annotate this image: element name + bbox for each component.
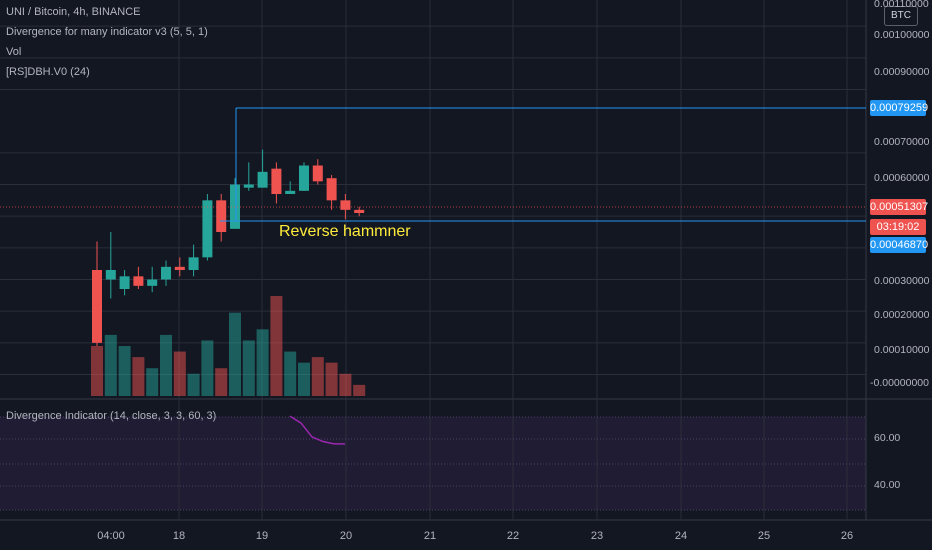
currency-badge[interactable]: BTC — [884, 6, 918, 26]
candle-body — [257, 171, 268, 188]
candle-body — [271, 168, 282, 194]
volume-bar — [173, 351, 186, 396]
candle-body — [174, 266, 185, 270]
time-tick: 04:00 — [97, 530, 125, 542]
sub-axis-tick: 60.00 — [874, 432, 901, 444]
volume-bar — [242, 340, 255, 396]
time-tick: 23 — [590, 530, 604, 542]
volume-bar — [201, 340, 214, 396]
volume-bar — [311, 357, 324, 396]
volume-bar — [187, 373, 200, 396]
volume-bar — [160, 334, 172, 396]
sub-axis-tick: 40.00 — [874, 479, 901, 491]
legend-indicator-divergence: Divergence for many indicator v3 (5, 5, … — [6, 26, 208, 38]
volume-bar — [229, 312, 241, 396]
volume-bar — [298, 362, 310, 396]
price-tick: 0.00030000 — [874, 275, 930, 287]
candle-body — [354, 209, 365, 213]
price-tick: 0.00070000 — [874, 136, 930, 148]
volume-bar — [353, 384, 366, 396]
volume-bar — [104, 334, 117, 396]
price-tick: 0.00110000 — [874, 0, 929, 10]
price-tick: 0.00090000 — [874, 66, 930, 78]
candle-body — [188, 257, 199, 270]
high-level-tag: 0.00079259 — [870, 100, 929, 116]
time-tick: 25 — [757, 530, 771, 542]
candle-body — [243, 184, 254, 188]
candle-body — [133, 276, 144, 286]
candle-body — [299, 165, 309, 191]
candle-body — [216, 200, 227, 232]
volume-bar — [215, 368, 228, 396]
price-tick: -0.00000000 — [870, 377, 929, 389]
sub-pane-title: Divergence Indicator (14, close, 3, 3, 6… — [6, 410, 217, 422]
volume-bar — [270, 296, 283, 396]
legend-indicator-dbh: [RS]DBH.V0 (24) — [6, 66, 90, 78]
time-tick: 20 — [339, 530, 353, 542]
candle-body — [340, 200, 351, 210]
candle-body — [92, 270, 102, 343]
candle-body — [119, 276, 130, 289]
candle-body — [105, 270, 116, 280]
volume-bar — [132, 357, 145, 396]
volume-bar — [284, 351, 297, 396]
price-tick: 0.00020000 — [874, 309, 930, 321]
legend-indicator-volume: Vol — [6, 46, 22, 58]
candle-body — [285, 190, 296, 194]
price-tick: 0.00100000 — [874, 29, 930, 41]
price-tick: 0.00010000 — [874, 344, 930, 356]
candle-body — [161, 266, 171, 280]
volume-bar — [256, 329, 269, 396]
price-tick: 0.00060000 — [874, 172, 930, 184]
time-tick: 21 — [423, 530, 437, 542]
last-price-tag: 0.00051307 — [870, 199, 929, 215]
chart-annotation: Reverse hammner — [279, 223, 411, 240]
candle-body — [202, 200, 213, 258]
legend-symbol: UNI / Bitcoin, 4h, BINANCE — [6, 6, 141, 18]
volume-bar — [339, 373, 352, 396]
time-tick: 26 — [840, 530, 854, 542]
volume-bar — [118, 346, 131, 396]
volume-bar — [146, 368, 159, 396]
volume-bar — [325, 362, 338, 396]
time-tick: 22 — [506, 530, 520, 542]
volume-bar — [91, 346, 103, 396]
candle-body — [326, 178, 337, 201]
bar-countdown-tag: 03:19:02 — [870, 219, 926, 235]
divergence-line — [289, 415, 345, 445]
low-level-tag: 0.00046870 — [870, 237, 929, 253]
candle-body — [147, 279, 158, 286]
time-tick: 18 — [172, 530, 186, 542]
time-tick: 19 — [255, 530, 269, 542]
time-tick: 24 — [674, 530, 688, 542]
candle-body — [312, 165, 323, 182]
